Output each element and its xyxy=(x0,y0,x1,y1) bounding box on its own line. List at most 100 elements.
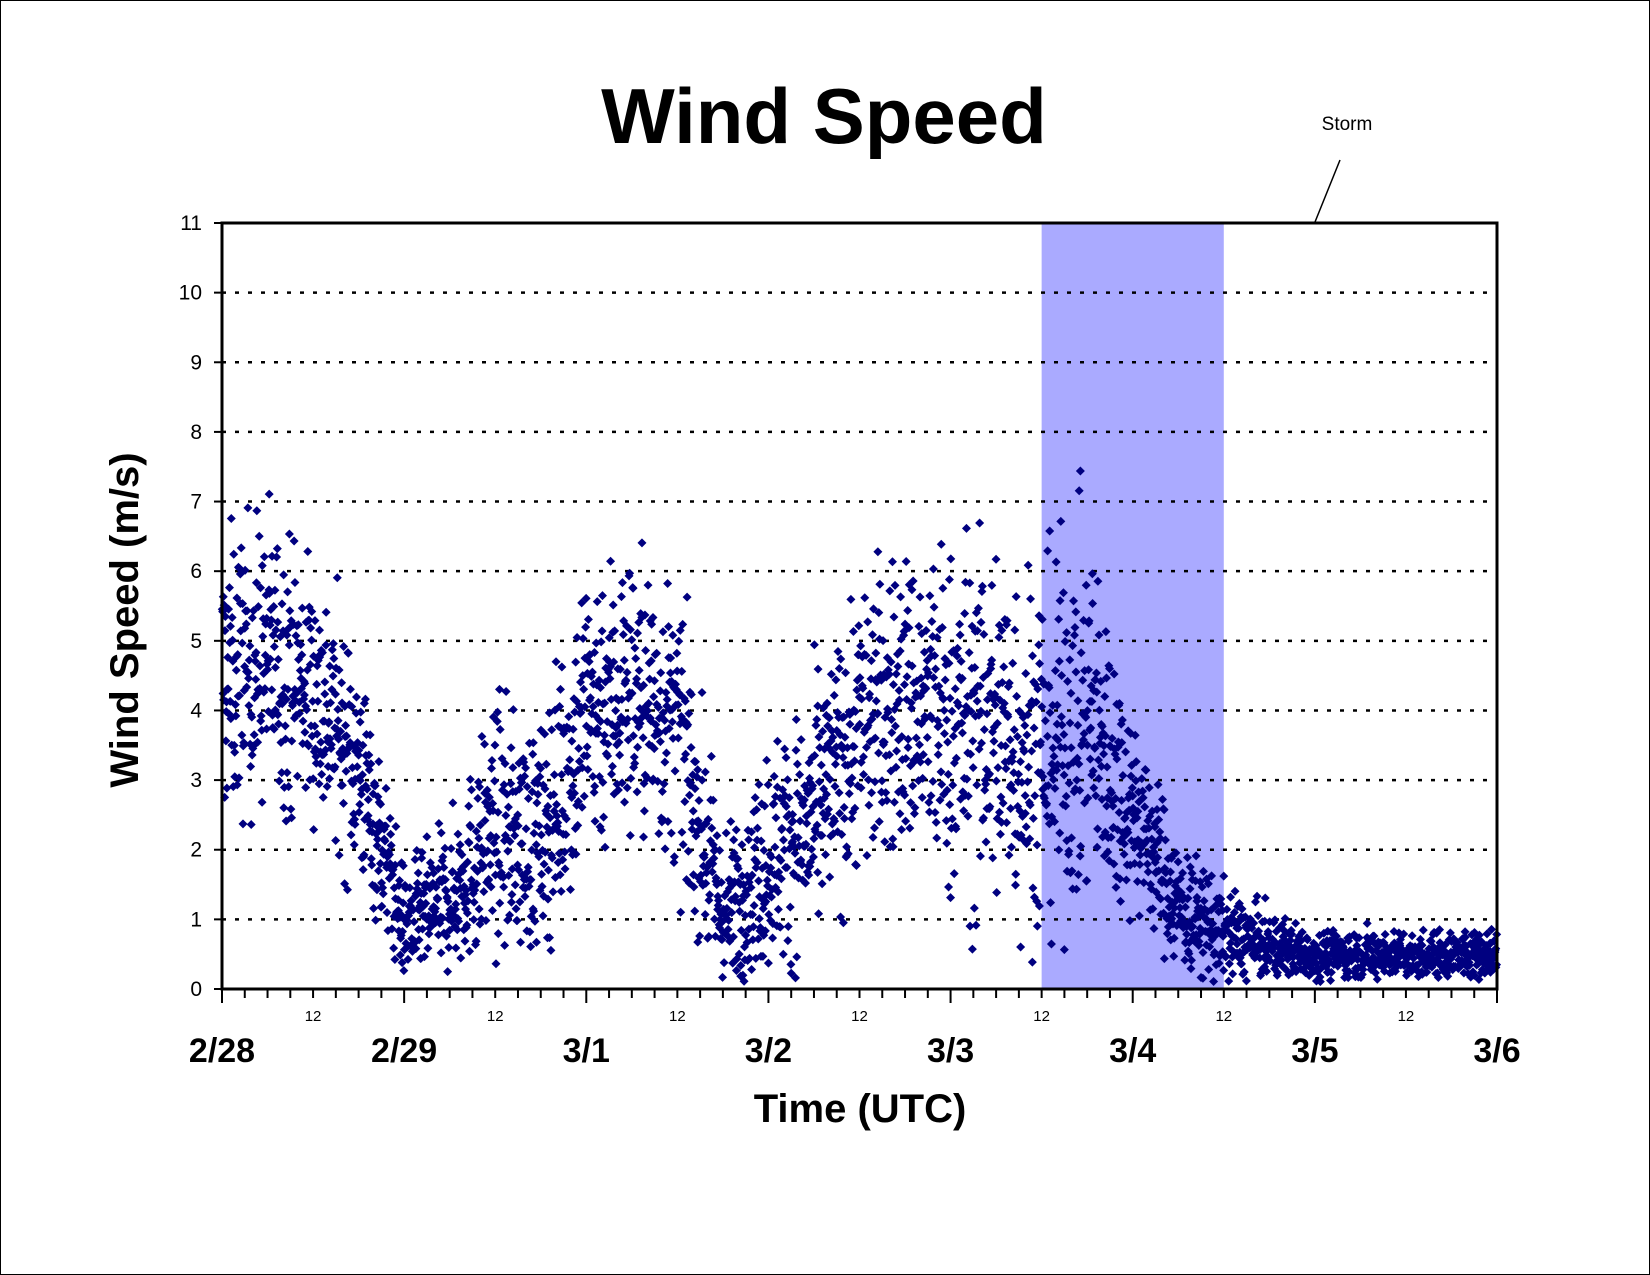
data-point xyxy=(1285,935,1295,945)
data-point xyxy=(957,718,967,728)
data-point xyxy=(360,694,370,704)
data-point xyxy=(1138,786,1148,796)
data-point xyxy=(469,915,479,925)
data-point xyxy=(1088,766,1098,776)
data-point xyxy=(582,751,592,761)
data-point xyxy=(1024,762,1034,772)
data-point xyxy=(269,601,279,611)
data-point xyxy=(1184,949,1194,959)
data-point xyxy=(657,786,667,796)
data-point xyxy=(728,932,738,942)
data-point xyxy=(472,879,482,889)
data-point xyxy=(957,728,967,738)
data-point xyxy=(926,644,936,654)
data-point xyxy=(378,883,388,893)
data-point xyxy=(272,552,282,562)
data-point xyxy=(1002,818,1012,828)
data-point xyxy=(1021,822,1031,832)
data-point xyxy=(856,783,866,793)
data-point xyxy=(756,836,766,846)
data-point xyxy=(1005,735,1015,745)
data-point xyxy=(333,716,343,726)
data-point xyxy=(664,622,674,632)
data-point xyxy=(370,781,380,791)
data-point xyxy=(299,690,309,700)
data-point xyxy=(1237,904,1247,914)
data-point xyxy=(587,667,597,677)
data-point xyxy=(1057,670,1067,680)
data-point xyxy=(1127,783,1137,793)
data-point xyxy=(903,742,913,752)
x-hour-label: 12 xyxy=(851,1008,868,1025)
data-point xyxy=(1399,929,1409,939)
data-point xyxy=(1482,929,1492,939)
data-point xyxy=(376,799,386,809)
data-point xyxy=(830,759,840,769)
data-point xyxy=(855,719,865,729)
data-point xyxy=(942,838,952,848)
data-point xyxy=(1058,761,1068,771)
data-point xyxy=(655,737,665,747)
x-day-label: 3/4 xyxy=(1109,1032,1156,1070)
data-point xyxy=(1224,976,1234,986)
data-point xyxy=(703,814,713,824)
data-point xyxy=(312,679,322,689)
data-point xyxy=(590,816,600,826)
data-point xyxy=(623,735,633,745)
data-point xyxy=(1222,904,1232,914)
data-point xyxy=(1097,721,1107,731)
data-point xyxy=(1117,738,1127,748)
data-point xyxy=(882,796,892,806)
data-point xyxy=(746,827,756,837)
data-point xyxy=(927,617,937,627)
data-point xyxy=(951,753,961,763)
data-point xyxy=(972,780,982,790)
data-point xyxy=(1135,860,1145,870)
data-point xyxy=(1093,576,1103,586)
data-point xyxy=(630,643,640,653)
data-point xyxy=(929,602,939,612)
data-point xyxy=(1085,754,1095,764)
data-point xyxy=(1022,730,1032,740)
data-point xyxy=(317,648,327,658)
data-point xyxy=(639,806,649,816)
data-point xyxy=(343,648,353,658)
data-point xyxy=(656,668,666,678)
data-point xyxy=(663,816,673,826)
data-point xyxy=(1057,720,1067,730)
data-point xyxy=(1017,709,1027,719)
data-point xyxy=(443,967,453,977)
data-point xyxy=(507,864,517,874)
data-point xyxy=(1004,678,1014,688)
data-point xyxy=(537,881,547,891)
data-point xyxy=(1100,691,1110,701)
y-tick-label: 2 xyxy=(190,839,202,862)
data-point xyxy=(520,771,530,781)
data-point xyxy=(669,857,679,867)
data-point xyxy=(253,737,263,747)
data-point xyxy=(386,829,396,839)
data-point xyxy=(346,830,356,840)
data-point xyxy=(1073,696,1083,706)
data-point xyxy=(371,915,381,925)
data-point xyxy=(736,925,746,935)
data-point xyxy=(1076,648,1086,658)
data-point xyxy=(873,708,883,718)
data-point xyxy=(529,828,539,838)
data-point xyxy=(236,543,246,553)
data-point xyxy=(568,781,578,791)
data-point xyxy=(622,667,632,677)
data-point xyxy=(649,676,659,686)
data-point xyxy=(658,708,668,718)
data-point xyxy=(867,788,877,798)
data-point xyxy=(790,973,800,983)
data-point xyxy=(1216,899,1226,909)
x-hour-label: 12 xyxy=(1215,1008,1232,1025)
data-point xyxy=(321,640,331,650)
data-point xyxy=(1380,929,1390,939)
data-point xyxy=(769,799,779,809)
data-point xyxy=(270,662,280,672)
data-point xyxy=(1074,759,1084,769)
data-point xyxy=(251,674,261,684)
data-point xyxy=(747,870,757,880)
